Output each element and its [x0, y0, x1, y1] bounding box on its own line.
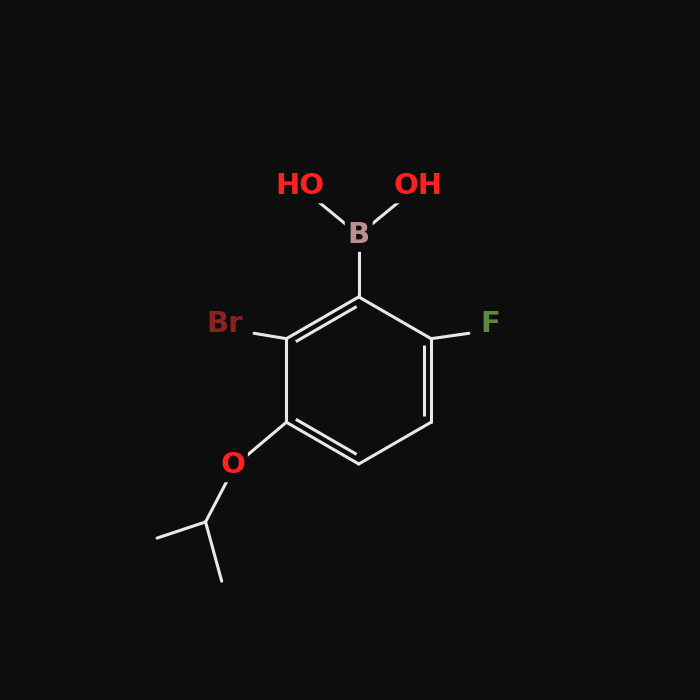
Text: O: O	[220, 452, 245, 480]
Text: HO: HO	[275, 172, 324, 200]
Text: OH: OH	[393, 172, 442, 200]
Text: Br: Br	[206, 310, 243, 338]
Text: F: F	[480, 310, 500, 338]
Text: B: B	[348, 221, 370, 249]
